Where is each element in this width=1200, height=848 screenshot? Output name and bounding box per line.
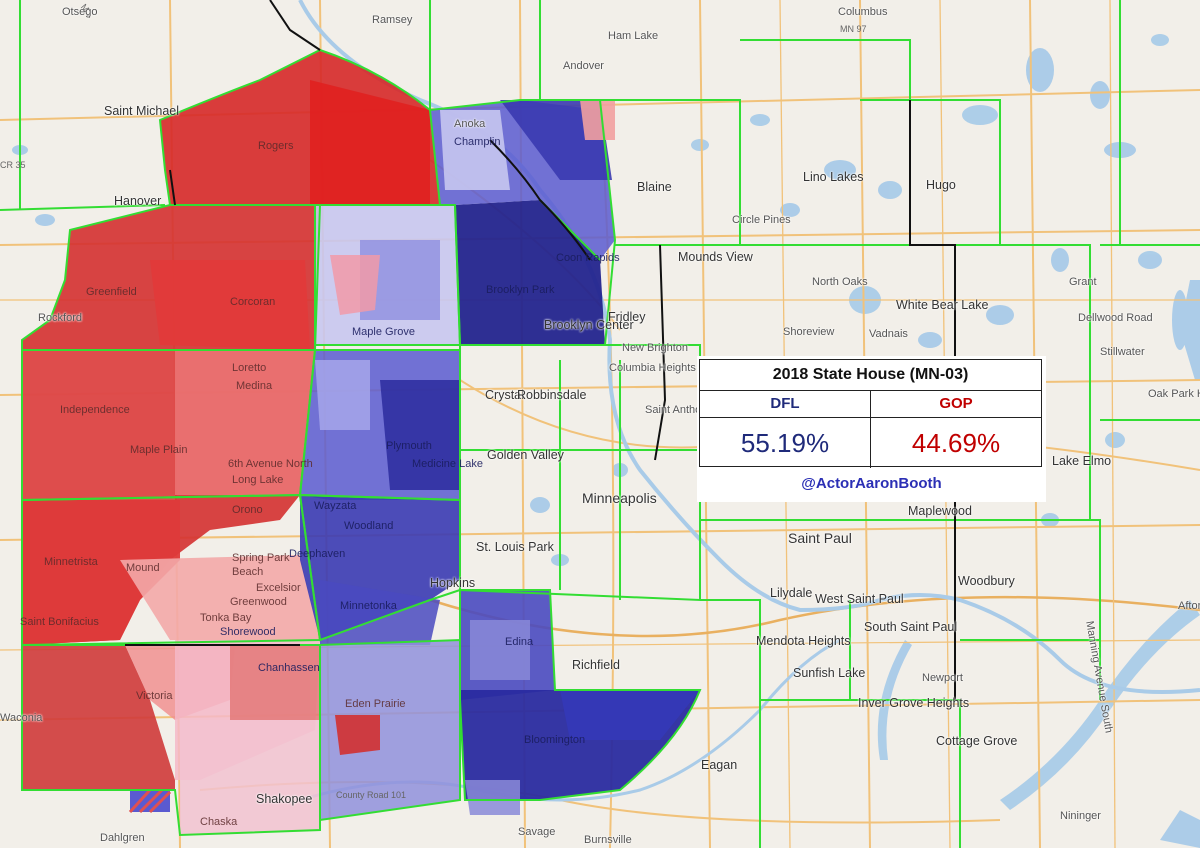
results-card: 2018 State House (MN-03) DFL GOP 55.19% …: [697, 356, 1046, 502]
party-header-row: DFL GOP: [700, 391, 1041, 418]
results-title: 2018 State House (MN-03): [700, 360, 1041, 391]
party-value-row: 55.19% 44.69%: [700, 418, 1041, 468]
water-bodies: [12, 34, 1200, 848]
road-label: CR 35: [0, 160, 26, 170]
district-choropleth: [22, 50, 700, 835]
gop-label: GOP: [870, 391, 1041, 417]
gop-percent: 44.69%: [870, 418, 1041, 468]
dfl-percent: 55.19%: [740, 428, 830, 458]
results-table: 2018 State House (MN-03) DFL GOP 55.19% …: [699, 359, 1042, 468]
dfl-label: DFL: [770, 395, 800, 412]
road-label: County Road 101: [336, 790, 407, 800]
author-credit: @ActorAaronBooth: [801, 475, 942, 492]
road-label: MN 97: [840, 24, 867, 34]
